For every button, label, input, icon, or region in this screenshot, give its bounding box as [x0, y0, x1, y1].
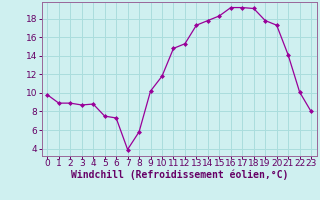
X-axis label: Windchill (Refroidissement éolien,°C): Windchill (Refroidissement éolien,°C)	[70, 169, 288, 180]
